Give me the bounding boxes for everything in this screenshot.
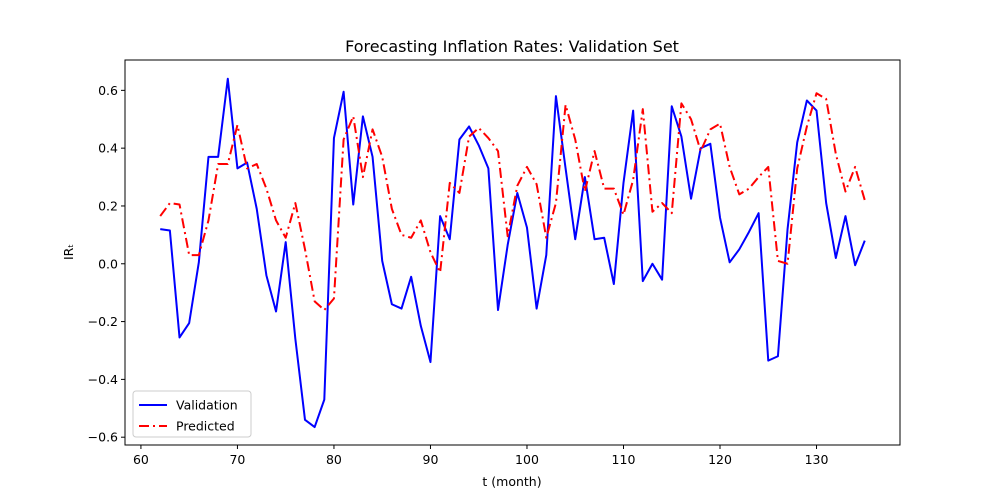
series-line-predicted [159, 92, 866, 312]
y-tick-label: 0.6 [98, 83, 118, 98]
y-tick-label: −0.6 [88, 430, 118, 445]
x-tick-label: 60 [133, 452, 149, 467]
y-tick-label: 0.2 [98, 198, 118, 213]
y-tick-label: 0.4 [98, 141, 118, 156]
y-axis-label: IRₜ [61, 244, 76, 260]
legend-label-predicted: Predicted [176, 419, 235, 434]
x-tick-label: 130 [805, 452, 829, 467]
axis-ticks: 60 70 80 90 100 110 120 130 −0.6 −0.4 −0.2 0.0 0.2 0.… [88, 83, 829, 467]
series-lines [159, 77, 866, 429]
series-line-validation [160, 77, 866, 429]
x-tick-label: 70 [229, 452, 245, 467]
x-tick-label: 80 [326, 452, 342, 467]
x-tick-label: 120 [708, 452, 732, 467]
legend: Validation Predicted [132, 390, 252, 438]
plot-area [125, 60, 900, 445]
y-tick-label: −0.2 [88, 314, 118, 329]
x-tick-label: 90 [423, 452, 439, 467]
chart-title: Forecasting Inflation Rates: Validation … [345, 37, 679, 56]
y-tick-label: 0.0 [98, 256, 118, 271]
plot-frame [124, 59, 901, 446]
legend-label-validation: Validation [176, 398, 238, 413]
x-axis-label: t (month) [482, 474, 541, 489]
x-tick-label: 100 [515, 452, 539, 467]
x-tick-label: 110 [612, 452, 636, 467]
y-tick-label: −0.4 [88, 372, 118, 387]
